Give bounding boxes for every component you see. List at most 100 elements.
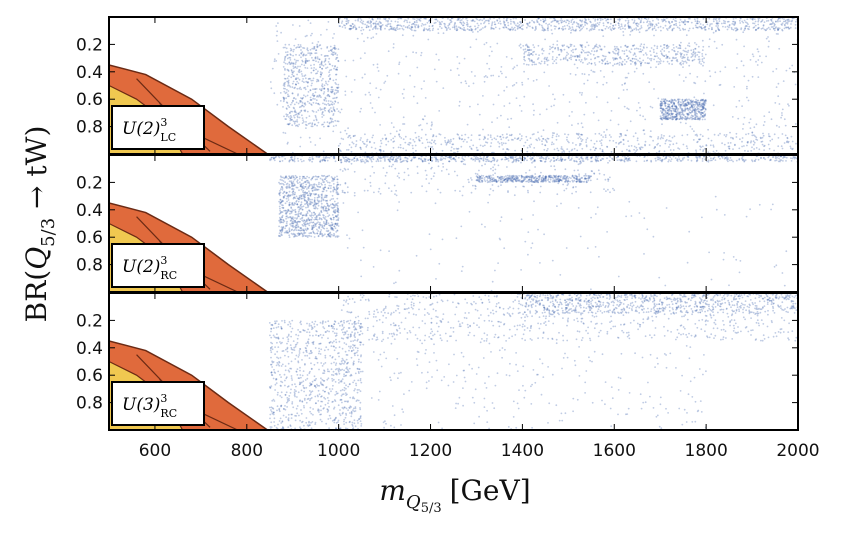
data-point xyxy=(299,218,302,220)
data-point xyxy=(336,188,339,190)
data-point xyxy=(476,179,479,181)
data-point xyxy=(756,139,759,141)
data-point xyxy=(317,230,319,232)
data-point xyxy=(606,21,609,24)
data-point xyxy=(522,158,525,161)
data-point xyxy=(295,201,297,203)
data-point xyxy=(505,56,508,58)
data-point xyxy=(304,222,306,224)
data-point xyxy=(731,23,734,25)
data-point xyxy=(588,51,591,54)
data-point xyxy=(529,146,532,148)
data-point xyxy=(296,46,299,48)
data-point xyxy=(281,216,284,219)
data-point xyxy=(676,108,679,111)
data-point xyxy=(479,157,482,160)
data-point xyxy=(665,117,668,120)
data-point xyxy=(493,23,496,26)
data-point xyxy=(793,156,795,159)
data-point xyxy=(444,136,446,139)
data-point xyxy=(305,192,308,195)
data-point xyxy=(305,218,308,221)
data-point xyxy=(516,25,519,28)
data-point xyxy=(568,150,571,153)
data-point xyxy=(706,23,709,26)
data-point xyxy=(299,185,302,188)
data-point xyxy=(534,166,536,168)
data-point xyxy=(507,191,509,194)
data-point xyxy=(694,20,697,22)
data-point xyxy=(311,47,314,50)
data-point xyxy=(664,102,666,105)
data-point xyxy=(332,53,334,56)
data-point xyxy=(583,21,586,24)
data-point xyxy=(562,149,565,152)
data-point xyxy=(327,94,330,96)
data-point xyxy=(668,108,671,110)
data-point xyxy=(404,19,406,21)
data-point xyxy=(288,56,291,59)
data-point xyxy=(332,229,335,232)
data-point xyxy=(676,60,679,63)
data-point xyxy=(580,133,582,136)
data-point xyxy=(599,140,601,143)
data-point xyxy=(508,134,511,137)
data-point xyxy=(623,105,626,108)
data-point xyxy=(781,112,783,114)
data-point xyxy=(368,157,371,159)
data-point xyxy=(728,147,731,150)
data-point xyxy=(689,99,692,102)
data-point xyxy=(667,105,669,108)
data-point xyxy=(663,117,666,120)
data-point xyxy=(328,108,331,111)
data-point xyxy=(331,90,334,93)
data-point xyxy=(327,208,330,211)
data-point xyxy=(514,186,517,188)
data-point xyxy=(298,189,300,192)
data-point xyxy=(664,101,666,103)
data-point xyxy=(302,220,305,223)
data-point xyxy=(423,80,425,82)
data-point xyxy=(304,102,306,104)
data-point xyxy=(693,118,696,120)
data-point xyxy=(282,219,285,222)
data-point xyxy=(659,25,662,28)
data-point xyxy=(640,25,643,27)
data-point xyxy=(589,20,591,23)
data-point xyxy=(703,101,705,103)
data-point xyxy=(492,166,494,169)
data-point xyxy=(594,147,597,150)
data-point xyxy=(456,19,459,21)
data-point xyxy=(449,21,452,24)
data-point xyxy=(325,200,328,202)
data-point xyxy=(532,114,535,116)
data-point xyxy=(411,29,413,31)
data-point xyxy=(319,231,322,234)
data-point xyxy=(314,98,316,100)
data-point xyxy=(657,57,660,59)
data-point xyxy=(286,63,289,65)
data-point xyxy=(281,206,284,209)
data-point xyxy=(764,29,767,32)
data-point xyxy=(328,121,331,124)
data-point xyxy=(337,86,340,89)
data-point xyxy=(331,226,333,229)
data-point xyxy=(469,25,472,28)
data-point xyxy=(328,235,330,238)
data-point xyxy=(548,52,551,55)
data-point xyxy=(688,113,690,116)
data-point xyxy=(687,112,689,115)
data-point xyxy=(748,28,750,31)
data-point xyxy=(284,55,287,58)
data-point xyxy=(286,53,289,56)
data-point xyxy=(689,116,692,119)
data-point xyxy=(452,157,455,160)
data-point xyxy=(334,68,337,71)
data-point xyxy=(672,108,675,110)
data-point xyxy=(778,27,781,30)
data-point xyxy=(466,21,468,24)
data-point xyxy=(406,21,409,24)
data-point xyxy=(330,176,333,178)
data-point xyxy=(774,102,777,104)
data-point xyxy=(702,150,704,153)
